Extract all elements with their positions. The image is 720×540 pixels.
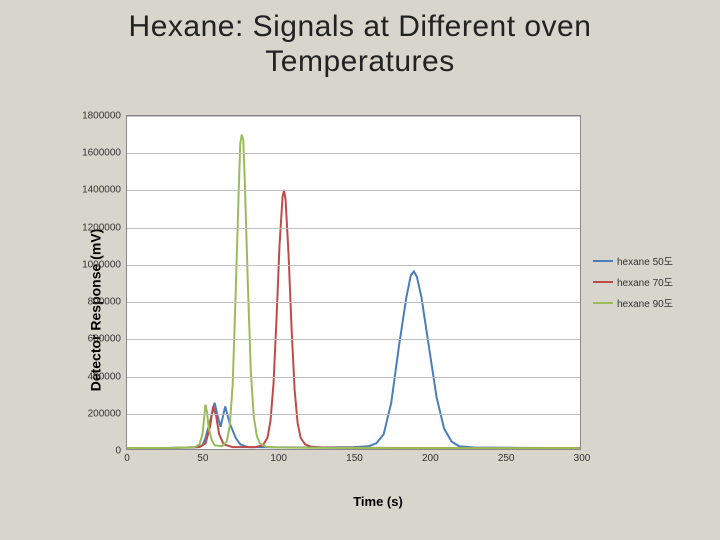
gridline bbox=[127, 377, 580, 378]
gridline bbox=[127, 116, 580, 117]
x-tick-label: 150 bbox=[346, 453, 363, 464]
y-tick-label: 400000 bbox=[88, 371, 121, 382]
gridline bbox=[127, 302, 580, 303]
legend-swatch bbox=[593, 302, 613, 304]
legend: hexane 50도 hexane 70도 hexane 90도 bbox=[593, 253, 673, 316]
series-line bbox=[127, 190, 580, 448]
legend-item: hexane 70도 bbox=[593, 274, 673, 289]
title-row1: Hexane: Signals at Different oven bbox=[129, 10, 592, 43]
chart-container: Detector Response (mV) 02000004000006000… bbox=[58, 115, 698, 505]
y-tick-label: 1000000 bbox=[82, 259, 121, 270]
y-tick-label: 1800000 bbox=[82, 111, 121, 122]
legend-item: hexane 90도 bbox=[593, 295, 673, 310]
legend-swatch bbox=[593, 281, 613, 283]
plot-area: 0200000400000600000800000100000012000001… bbox=[126, 115, 581, 450]
title-row2: Temperatures bbox=[265, 45, 454, 78]
y-tick-label: 800000 bbox=[88, 297, 121, 308]
series-line bbox=[127, 134, 580, 448]
x-tick-label: 250 bbox=[498, 453, 515, 464]
gridline bbox=[127, 339, 580, 340]
legend-swatch bbox=[593, 260, 613, 262]
x-axis-label: Time (s) bbox=[353, 494, 403, 509]
y-axis-label: Detector Response (mV) bbox=[87, 229, 103, 392]
x-tick-label: 300 bbox=[574, 453, 591, 464]
y-tick-label: 0 bbox=[115, 446, 121, 457]
legend-item: hexane 50도 bbox=[593, 253, 673, 268]
x-tick-label: 100 bbox=[270, 453, 287, 464]
gridline bbox=[127, 153, 580, 154]
gridline bbox=[127, 190, 580, 191]
gridline bbox=[127, 414, 580, 415]
x-tick-label: 50 bbox=[197, 453, 208, 464]
chart-lines bbox=[127, 116, 580, 449]
gridline bbox=[127, 228, 580, 229]
x-tick-label: 200 bbox=[422, 453, 439, 464]
y-tick-label: 1400000 bbox=[82, 185, 121, 196]
x-tick-label: 0 bbox=[124, 453, 130, 464]
legend-label: hexane 70도 bbox=[617, 274, 673, 289]
y-tick-label: 200000 bbox=[88, 408, 121, 419]
y-tick-label: 1600000 bbox=[82, 148, 121, 159]
legend-label: hexane 50도 bbox=[617, 253, 673, 268]
series-line bbox=[127, 271, 580, 448]
y-tick-label: 1200000 bbox=[82, 222, 121, 233]
chart-title: Hexane: Signals at Different oven Temper… bbox=[0, 0, 720, 79]
y-tick-label: 600000 bbox=[88, 334, 121, 345]
legend-label: hexane 90도 bbox=[617, 295, 673, 310]
gridline bbox=[127, 265, 580, 266]
